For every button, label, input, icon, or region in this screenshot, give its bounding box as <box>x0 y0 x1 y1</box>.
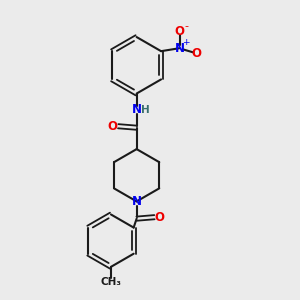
Text: CH₃: CH₃ <box>100 277 122 287</box>
Text: N: N <box>132 195 142 208</box>
Text: O: O <box>192 47 202 60</box>
Text: +: + <box>182 38 190 47</box>
Text: O: O <box>155 211 165 224</box>
Text: O: O <box>175 26 184 38</box>
Text: H: H <box>141 105 149 115</box>
Text: N: N <box>132 103 142 116</box>
Text: O: O <box>108 120 118 133</box>
Text: -: - <box>184 22 188 32</box>
Text: N: N <box>175 42 184 55</box>
